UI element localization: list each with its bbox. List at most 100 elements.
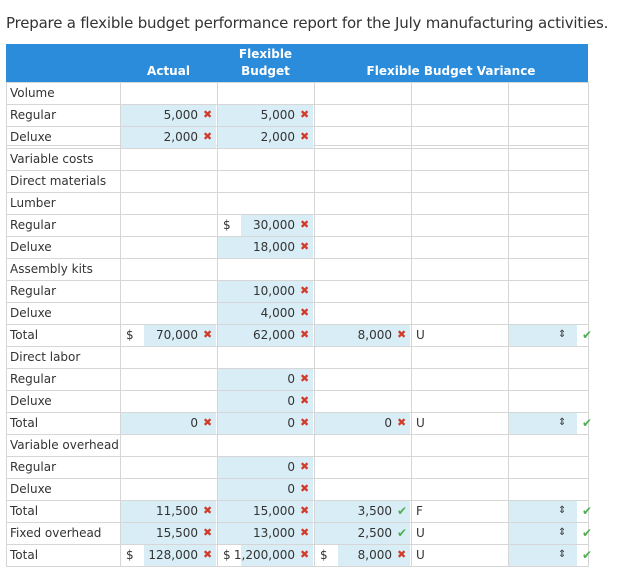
flexible-input[interactable] [218, 369, 313, 390]
row-label: Deluxe [10, 394, 52, 408]
select-arrows: ⇕ [558, 329, 567, 340]
fu-value: U [416, 416, 425, 430]
flexible-mark: ✖ [300, 394, 310, 407]
actual-input[interactable] [121, 127, 216, 148]
flexible-input[interactable] [218, 391, 313, 412]
flexible-mark: ✖ [300, 482, 310, 495]
actual-input[interactable] [121, 105, 216, 126]
variance-mark: ✔ [397, 504, 408, 518]
actual-input[interactable] [121, 523, 216, 544]
flexible-input[interactable] [218, 303, 313, 324]
header-actual: Actual [147, 64, 190, 78]
row-line [6, 104, 589, 105]
row-line [6, 478, 589, 479]
flexible-value: 18,000 [253, 240, 295, 254]
fu-select[interactable] [509, 545, 577, 566]
actual-input[interactable] [121, 413, 216, 434]
row-label: Volume [10, 86, 55, 100]
actual-value: 2,000 [163, 130, 198, 144]
row-label: Direct materials [10, 174, 107, 188]
flexible-input[interactable] [218, 413, 313, 434]
row-line [6, 258, 589, 259]
actual-mark: ✖ [203, 504, 213, 517]
row-line [6, 500, 589, 501]
flexible-input[interactable] [241, 545, 313, 566]
actual-input[interactable] [144, 325, 216, 346]
flexible-mark: ✖ [300, 548, 310, 561]
flexible-value: 0 [287, 372, 295, 386]
flexible-mark: ✖ [300, 526, 310, 539]
variance-mark: ✖ [397, 328, 407, 341]
variance-value: 3,500 [357, 504, 392, 518]
flexible-input[interactable] [218, 501, 313, 522]
flexible-input[interactable] [241, 215, 313, 236]
variance-input[interactable] [315, 523, 410, 544]
variance-mark: ✖ [397, 548, 407, 561]
row-label: Direct labor [10, 350, 81, 364]
flexible-input[interactable] [218, 105, 313, 126]
flexible-input[interactable] [218, 479, 313, 500]
fu-select[interactable] [509, 325, 577, 346]
variance-value: 2,500 [357, 526, 392, 540]
flexible-value: 13,000 [253, 526, 295, 540]
row-line [6, 544, 589, 545]
variance-value: 8,000 [357, 548, 392, 562]
actual-input[interactable] [121, 501, 216, 522]
header-variance: Flexible Budget Variance [366, 64, 536, 78]
flexible-value: 2,000 [260, 130, 295, 144]
flexible-input[interactable] [218, 325, 313, 346]
actual-value: 70,000 [156, 328, 198, 342]
variance-input[interactable] [315, 501, 410, 522]
row-label: Total [10, 504, 39, 518]
actual-value: 11,500 [156, 504, 198, 518]
row-label: Deluxe [10, 482, 52, 496]
row-line [6, 302, 589, 303]
flexible-input[interactable] [218, 457, 313, 478]
flexible-mark: ✖ [300, 284, 310, 297]
actual-value: 15,500 [156, 526, 198, 540]
actual-input[interactable] [144, 545, 216, 566]
row-line [6, 456, 589, 457]
actual-value: 0 [190, 416, 198, 430]
actual-value: 5,000 [163, 108, 198, 122]
flexible-value: 0 [287, 482, 295, 496]
row-label: Variable overhead [10, 438, 119, 452]
row-label: Deluxe [10, 130, 52, 144]
variance-input[interactable] [315, 413, 410, 434]
row-line [6, 368, 589, 369]
question-title: Prepare a flexible budget performance re… [6, 14, 609, 32]
flexible-value: 0 [287, 394, 295, 408]
variance-mark: ✖ [397, 416, 407, 429]
select-arrows: ⇕ [558, 417, 567, 428]
row-line [6, 324, 589, 325]
flexible-input[interactable] [218, 281, 313, 302]
correct-check: ✔ [582, 416, 593, 430]
flexible-mark: ✖ [300, 328, 310, 341]
fu-select[interactable] [509, 501, 577, 522]
flexible-value: 1,200,000 [233, 548, 295, 562]
flexible-input[interactable] [218, 237, 313, 258]
currency: $ [320, 548, 328, 562]
row-line [6, 214, 589, 215]
flexible-input[interactable] [218, 523, 313, 544]
flexible-mark: ✖ [300, 108, 310, 121]
fu-select[interactable] [509, 413, 577, 434]
variance-mark: ✔ [397, 526, 408, 540]
flexible-input[interactable] [218, 127, 313, 148]
row-label: Assembly kits [10, 262, 93, 276]
row-line [6, 82, 589, 83]
fu-select[interactable] [509, 523, 577, 544]
variance-input[interactable] [338, 545, 410, 566]
row-label: Regular [10, 372, 57, 386]
variance-input[interactable] [315, 325, 410, 346]
actual-mark: ✖ [203, 108, 213, 121]
row-label: Total [10, 548, 39, 562]
fu-value: U [416, 526, 425, 540]
flexible-value: 0 [287, 460, 295, 474]
actual-mark: ✖ [203, 548, 213, 561]
select-arrows: ⇕ [558, 527, 567, 538]
currency: $ [223, 218, 231, 232]
row-line [6, 412, 589, 413]
flexible-value: 10,000 [253, 284, 295, 298]
